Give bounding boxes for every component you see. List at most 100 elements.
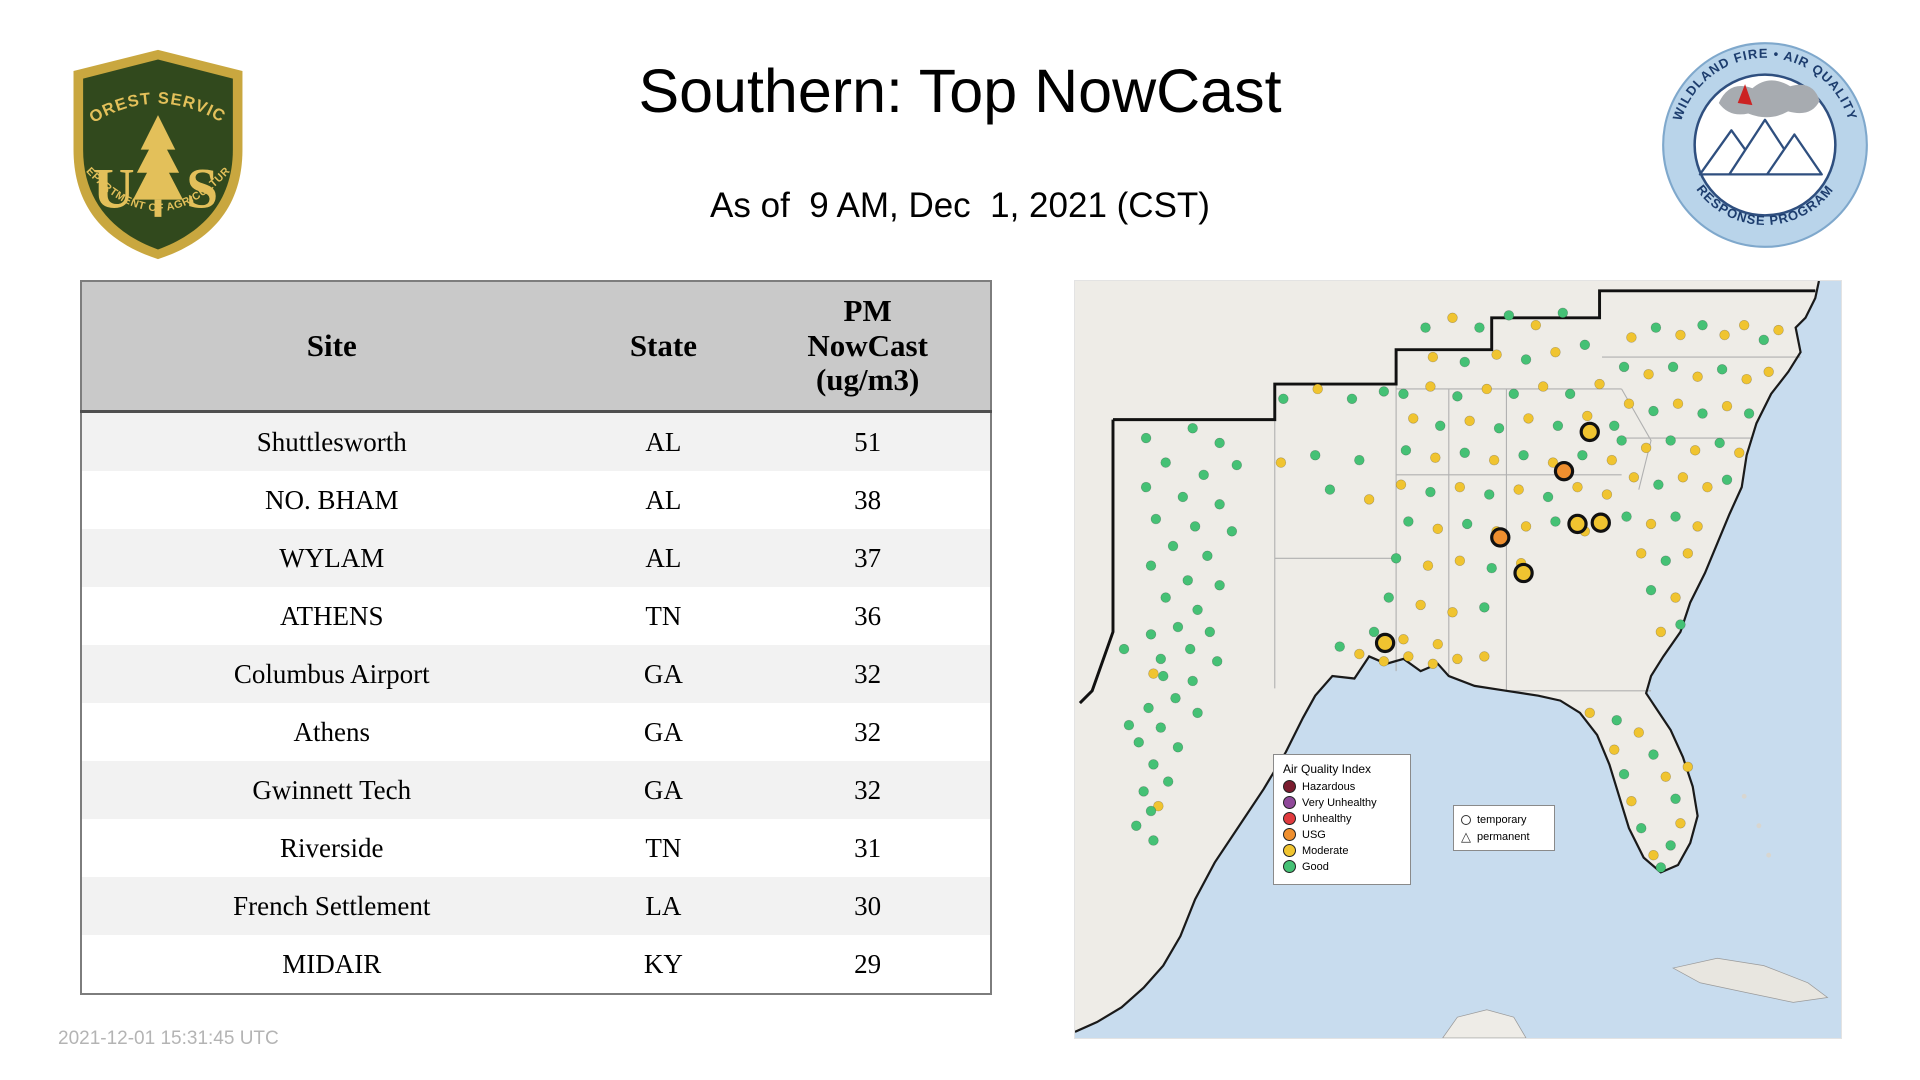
- aqi-map-canvas: [1075, 281, 1841, 1038]
- site-dot: [1537, 381, 1549, 392]
- page-title: Southern: Top NowCast: [638, 57, 1282, 125]
- site-dot: [1660, 555, 1671, 566]
- table-row: MIDAIR KY 29: [81, 935, 991, 994]
- site-dot: [1427, 658, 1439, 670]
- state-cell: TN: [645, 832, 682, 863]
- site-dot: [1464, 415, 1475, 427]
- site-dot: [1677, 472, 1689, 483]
- site-dot: [1584, 707, 1595, 719]
- state-cell: AL: [645, 484, 682, 515]
- site-dot: [1577, 450, 1588, 461]
- marker-legend-item: temporary: [1461, 811, 1547, 828]
- site-dot: [1408, 413, 1419, 424]
- site-dot: [1172, 742, 1184, 753]
- site-cell: French Settlement: [233, 890, 431, 921]
- aqi-color-swatch: [1283, 812, 1296, 825]
- site-dot: [1398, 634, 1409, 645]
- value-cell: 38: [854, 484, 882, 515]
- site-dot: [1192, 604, 1203, 616]
- site-dot: [1523, 413, 1534, 424]
- site-dot: [1425, 381, 1436, 392]
- site-dot: [1670, 592, 1681, 603]
- site-dot: [1187, 675, 1198, 687]
- aqi-legend-label: Unhealthy: [1302, 812, 1352, 825]
- site-dot: [1334, 641, 1345, 652]
- site-dot: [1582, 410, 1593, 422]
- site-dot: [1403, 516, 1414, 527]
- site-dot: [1530, 319, 1542, 331]
- site-dot: [1368, 626, 1380, 638]
- site-dot: [1493, 423, 1505, 434]
- state-cell: AL: [645, 426, 682, 457]
- marker-legend-label: temporary: [1477, 813, 1527, 826]
- nowcast-table: Site State PM NowCast (ug/m3) Shuttleswo…: [80, 280, 992, 995]
- marker-legend-items: temporary △ permanent: [1461, 811, 1547, 845]
- site-dot: [1131, 820, 1142, 831]
- site-dot: [1636, 822, 1647, 834]
- site-dot: [1346, 393, 1358, 404]
- site-dot: [1432, 523, 1443, 535]
- aqi-legend-label: Hazardous: [1302, 780, 1356, 793]
- site-dot: [1741, 373, 1752, 385]
- site-dot: [1621, 511, 1632, 522]
- site-dot: [1648, 405, 1659, 417]
- site-dot: [1665, 435, 1676, 446]
- page-subtitle: As of 9 AM, Dec 1, 2021 (CST): [710, 186, 1210, 225]
- site-dot: [1425, 486, 1436, 498]
- site-dot: [1648, 849, 1659, 861]
- table-row: Columbus Airport GA 32: [81, 645, 991, 703]
- site-dot: [1192, 707, 1203, 719]
- site-dot: [1628, 472, 1640, 483]
- table-row: WYLAM AL 37: [81, 529, 991, 587]
- aqi-legend-item: Moderate: [1283, 844, 1401, 857]
- site-dot: [1155, 653, 1167, 665]
- state-cell: GA: [643, 716, 683, 747]
- state-cell: LA: [645, 890, 682, 921]
- site-cell: MIDAIR: [282, 948, 382, 979]
- site-dot: [1138, 786, 1149, 797]
- value-cell: 37: [854, 542, 882, 573]
- site-dot: [1670, 793, 1681, 804]
- site-dot: [1383, 592, 1394, 603]
- site-dot: [1177, 491, 1189, 503]
- site-dot: [1667, 361, 1679, 373]
- site-cell: NO. BHAM: [264, 484, 399, 515]
- value-cell: 32: [854, 774, 882, 805]
- site-dot: [1640, 442, 1652, 454]
- site-dot: [1721, 474, 1733, 485]
- site-dot: [1689, 445, 1701, 456]
- site-dot: [1633, 727, 1644, 738]
- site-dot: [1616, 435, 1627, 446]
- value-cell: 31: [854, 832, 882, 863]
- site-dot: [1140, 481, 1152, 493]
- site-dot: [1378, 386, 1390, 397]
- site-dot: [1643, 369, 1654, 380]
- site-dot: [1148, 759, 1159, 770]
- site-dot: [1172, 621, 1184, 633]
- site-dot: [1552, 420, 1564, 431]
- site-dot: [1363, 494, 1375, 505]
- site-dot: [1594, 378, 1605, 390]
- site-dot: [1508, 388, 1519, 400]
- site-dot: [1204, 626, 1216, 638]
- site-dot: [1118, 643, 1130, 655]
- site-dot: [1422, 560, 1434, 571]
- site-dot: [1184, 643, 1196, 655]
- site-dot: [1626, 332, 1637, 343]
- site-dot: [1312, 383, 1323, 395]
- site-dot: [1140, 432, 1152, 444]
- site-dot: [1182, 575, 1193, 586]
- aqi-map: Air Quality Index Hazardous Very Unhealth…: [1074, 280, 1842, 1039]
- fs-logo-monogram-u: U: [93, 157, 135, 220]
- site-dot: [1400, 445, 1412, 456]
- value-cell: 29: [854, 948, 882, 979]
- column-header-state: State: [581, 281, 746, 413]
- site-dot: [1655, 862, 1667, 873]
- aqi-legend-label: Moderate: [1302, 844, 1349, 857]
- site-dot: [1145, 560, 1157, 571]
- site-dot: [1167, 540, 1179, 552]
- site-dot: [1702, 481, 1713, 493]
- site-dots-layer: [1118, 307, 1784, 873]
- site-dot: [1143, 702, 1154, 714]
- site-dot: [1734, 447, 1745, 458]
